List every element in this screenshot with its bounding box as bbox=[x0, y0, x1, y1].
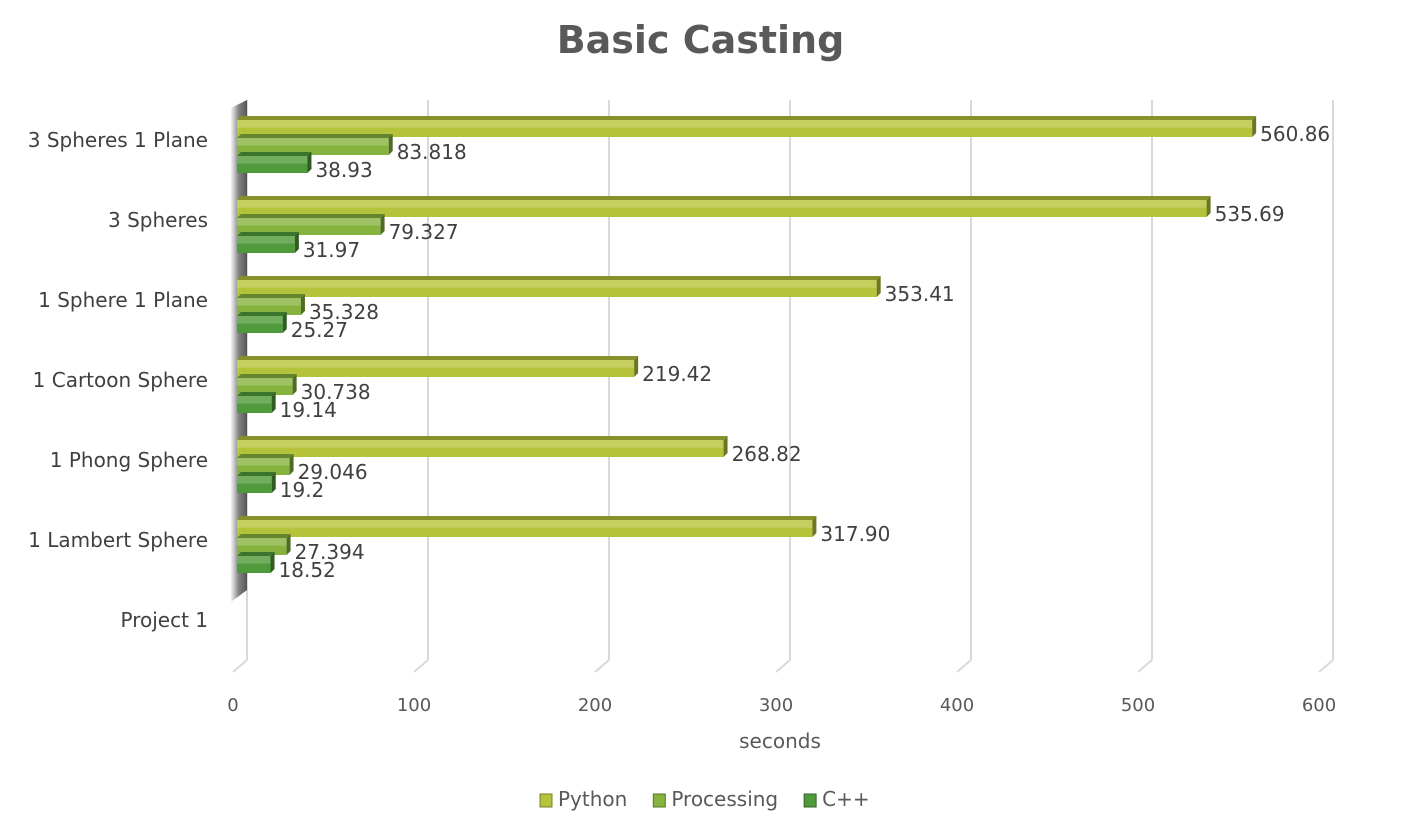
bar-python-4 bbox=[237, 436, 728, 457]
category-label-0: 3 Spheres 1 Plane bbox=[28, 128, 208, 152]
data-label-processing-3: 30.738 bbox=[301, 380, 371, 404]
data-label-c--2: 25.27 bbox=[291, 318, 348, 342]
gridline-400 bbox=[956, 100, 972, 673]
category-label-2: 1 Sphere 1 Plane bbox=[38, 288, 208, 312]
bar-python-1 bbox=[237, 196, 1211, 217]
category-label-3: 1 Cartoon Sphere bbox=[33, 368, 208, 392]
legend-label: Python bbox=[558, 787, 627, 811]
data-label-c--3: 19.14 bbox=[280, 398, 337, 422]
data-label-python-5: 317.90 bbox=[820, 522, 890, 546]
bar-c--4 bbox=[237, 472, 276, 493]
bar-c--3 bbox=[237, 392, 276, 413]
x-tick-label-0: 0 bbox=[227, 695, 238, 716]
category-label-1: 3 Spheres bbox=[108, 208, 208, 232]
bar-python-5 bbox=[237, 516, 817, 537]
data-label-python-0: 560.86 bbox=[1260, 122, 1330, 146]
bar-c--1 bbox=[237, 232, 299, 253]
gridline-100 bbox=[413, 100, 429, 673]
bar-c--5 bbox=[237, 552, 275, 573]
x-tick-label-600: 600 bbox=[1302, 695, 1336, 716]
data-label-c--1: 31.97 bbox=[303, 238, 360, 262]
bar-python-0 bbox=[237, 116, 1257, 137]
x-tick-label-500: 500 bbox=[1121, 695, 1155, 716]
category-label-5: 1 Lambert Sphere bbox=[28, 528, 208, 552]
gridline-600 bbox=[1318, 100, 1334, 673]
bar-processing-0 bbox=[237, 134, 393, 155]
legend-swatch bbox=[803, 793, 817, 808]
bar-processing-2 bbox=[237, 294, 305, 315]
bar-processing-5 bbox=[237, 534, 291, 555]
x-tick-label-400: 400 bbox=[940, 695, 974, 716]
data-label-c--0: 38.93 bbox=[315, 158, 372, 182]
data-label-processing-4: 29.046 bbox=[298, 460, 368, 484]
data-label-processing-0: 83.818 bbox=[397, 140, 467, 164]
gridline-300 bbox=[775, 100, 791, 673]
bar-c--2 bbox=[237, 312, 287, 333]
data-label-python-2: 353.41 bbox=[885, 282, 955, 306]
legend-swatch bbox=[539, 793, 553, 808]
category-label-6: Project 1 bbox=[120, 608, 208, 632]
legend-label: Processing bbox=[671, 787, 778, 811]
legend-label: C++ bbox=[822, 787, 869, 811]
data-label-python-1: 535.69 bbox=[1215, 202, 1285, 226]
bar-processing-1 bbox=[237, 214, 385, 235]
gridline-200 bbox=[594, 100, 610, 673]
legend-item-processing: Processing bbox=[652, 787, 778, 811]
data-label-processing-5: 27.394 bbox=[295, 540, 365, 564]
bar-python-2 bbox=[237, 276, 881, 297]
bar-python-3 bbox=[237, 356, 639, 377]
chart-title: Basic Casting bbox=[556, 18, 845, 62]
x-tick-label-300: 300 bbox=[759, 695, 793, 716]
legend-swatch bbox=[652, 793, 666, 808]
x-axis-title: seconds bbox=[739, 729, 821, 753]
legend-item-python: Python bbox=[539, 787, 627, 811]
data-label-processing-1: 79.327 bbox=[389, 220, 459, 244]
category-label-4: 1 Phong Sphere bbox=[50, 448, 208, 472]
gridline-500 bbox=[1137, 100, 1153, 673]
x-tick-label-100: 100 bbox=[397, 695, 431, 716]
bar-processing-4 bbox=[237, 454, 294, 475]
legend-item-c-: C++ bbox=[803, 787, 870, 811]
x-tick-label-200: 200 bbox=[578, 695, 612, 716]
data-label-processing-2: 35.328 bbox=[309, 300, 379, 324]
bar-c--0 bbox=[237, 152, 312, 173]
bar-processing-3 bbox=[237, 374, 297, 395]
data-label-c--5: 18.52 bbox=[279, 558, 336, 582]
data-label-c--4: 19.2 bbox=[280, 478, 325, 502]
data-label-python-3: 219.42 bbox=[642, 362, 712, 386]
data-label-python-4: 268.82 bbox=[732, 442, 802, 466]
